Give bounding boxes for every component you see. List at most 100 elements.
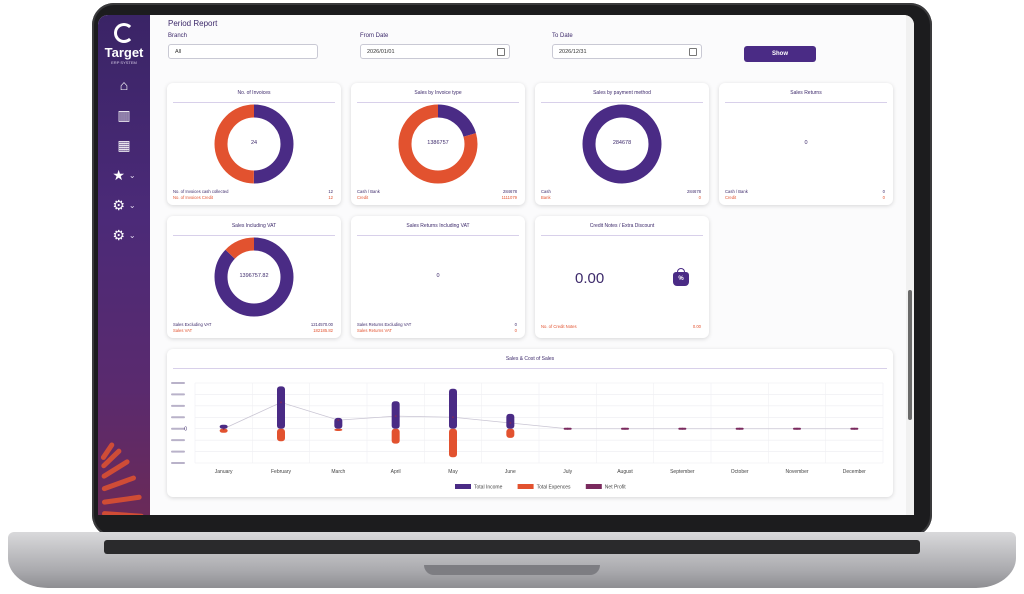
expense-bar[interactable] xyxy=(334,428,343,431)
main-content: Period Report Branch All From Date 2026/… xyxy=(150,15,906,515)
x-tick-label: November xyxy=(785,469,808,475)
net-profit-point[interactable] xyxy=(796,427,798,430)
vertical-scrollbar[interactable] xyxy=(906,15,914,515)
net-profit-point[interactable] xyxy=(337,419,340,422)
to-date-input[interactable]: 2026/12/31 xyxy=(552,44,702,59)
y-tick-label xyxy=(171,416,185,419)
y-tick-label xyxy=(171,404,185,407)
sidebar-item-gear[interactable]: ⚙ ⌄ xyxy=(98,193,150,217)
from-date-input[interactable]: 2026/01/01 xyxy=(360,44,510,59)
net-profit-line xyxy=(223,402,855,430)
net-profit-point[interactable] xyxy=(853,427,856,430)
expense-bar[interactable] xyxy=(506,428,515,438)
x-tick-label: October xyxy=(731,469,749,475)
legend-label[interactable]: Total Expences xyxy=(537,485,571,491)
card-sales-vat: Sales Including VAT 1396757.82 Sales Exc… xyxy=(167,216,341,338)
gear-icon: ⚙ xyxy=(112,196,125,213)
net-profit-point[interactable] xyxy=(452,416,454,419)
legend-row: Cash / Bank 0 xyxy=(725,189,885,194)
x-tick-label: August xyxy=(617,469,633,475)
sidebar-item-dashboard[interactable]: ▦ xyxy=(98,133,150,157)
card-sales-cost-chart: Sales & Cost of Sales 0 January February Ma… xyxy=(167,349,893,497)
legend-swatch xyxy=(517,484,534,489)
expense-bar[interactable] xyxy=(219,428,228,433)
income-bar[interactable] xyxy=(449,388,457,429)
branch-select[interactable]: All xyxy=(168,44,318,59)
x-tick-label: March xyxy=(331,469,345,475)
card-title: Sales Including VAT xyxy=(231,223,277,229)
x-tick-label: May xyxy=(448,469,458,475)
card-invoice-type: Sales by Invoice type 1386757 Cash / Ban… xyxy=(351,83,525,205)
expense-bar[interactable] xyxy=(449,428,457,458)
payment-donut xyxy=(582,104,662,184)
legend-label: Sales VAT xyxy=(173,328,193,333)
legend-row: Sales Excluding VAT 1214570.00 xyxy=(173,322,333,327)
x-tick-label: July xyxy=(563,469,572,475)
net-profit-point[interactable] xyxy=(738,427,741,430)
donut-slice xyxy=(214,104,294,184)
scrollbar-thumb[interactable] xyxy=(908,290,912,420)
donut-center-value: 1386757 xyxy=(427,140,449,146)
net-profit-point[interactable] xyxy=(681,427,684,430)
net-profit-point[interactable] xyxy=(280,401,282,404)
y-zero-label: 0 xyxy=(184,427,187,433)
discount-bag-icon: % xyxy=(673,268,689,286)
calendar-icon[interactable] xyxy=(497,48,505,56)
income-bar[interactable] xyxy=(277,386,285,429)
legend-row: No. of Invoices cash collected 12 xyxy=(173,189,333,194)
laptop-keyboard xyxy=(104,540,920,554)
credit-notes-value: 0.00 xyxy=(575,270,605,287)
donut-center-value: 1396757.82 xyxy=(239,273,269,279)
legend-label[interactable]: Total Income xyxy=(474,485,503,491)
legend-row: Sales Returns VAT 0 xyxy=(357,328,517,333)
expense-bar[interactable] xyxy=(277,428,285,442)
income-bar[interactable] xyxy=(391,401,400,429)
star-icon: ★ xyxy=(112,166,125,183)
x-tick-label: April xyxy=(391,469,401,475)
income-bar[interactable] xyxy=(219,424,228,429)
center-value: 0 xyxy=(804,140,808,146)
home-icon: ⌂ xyxy=(119,77,129,93)
income-bar[interactable] xyxy=(334,417,343,429)
legend-value: 0 xyxy=(514,322,517,327)
sidebar-item-gears[interactable]: ⚙ ⌄ xyxy=(98,223,150,247)
y-tick-label xyxy=(171,393,185,396)
net-profit-point[interactable] xyxy=(624,427,626,430)
sidebar-item-home[interactable]: ⌂ xyxy=(98,73,150,97)
chevron-down-icon: ⌄ xyxy=(128,200,136,210)
card-title: No. of Invoices xyxy=(237,90,271,96)
donut-slice xyxy=(582,104,662,184)
sidebar-item-star[interactable]: ★ ⌄ xyxy=(98,163,150,187)
y-tick-label xyxy=(171,382,185,384)
calendar-icon[interactable] xyxy=(689,48,697,56)
legend-label: Sales Returns Excluding VAT xyxy=(357,322,412,327)
legend-label: Cash xyxy=(541,189,551,194)
legend-label: No. of Invoices Credit xyxy=(173,195,214,200)
legend-value: 0 xyxy=(882,195,885,200)
y-tick-label xyxy=(171,427,185,430)
card-title: Sales Returns xyxy=(790,90,822,96)
net-profit-point[interactable] xyxy=(222,427,225,430)
screen: Target ERP SYSTEM ⌂ ▥ ▦ ★ ⌄ ⚙ ⌄ ⚙ ⌄ Period Repor… xyxy=(98,15,914,515)
x-tick-label: September xyxy=(670,469,695,475)
net-profit-point[interactable] xyxy=(394,415,397,418)
legend-value: 284678 xyxy=(687,189,701,194)
legend-row: Credit 0 xyxy=(725,195,885,200)
page-title: Period Report xyxy=(168,19,218,28)
legend-label[interactable]: Net Profit xyxy=(605,485,626,491)
branch-value: All xyxy=(175,49,182,55)
card-invoices: No. of Invoices 24 No. of Invoices cash … xyxy=(167,83,341,205)
donut-center-value: 284678 xyxy=(612,140,632,146)
sidebar: Target ERP SYSTEM ⌂ ▥ ▦ ★ ⌄ ⚙ ⌄ ⚙ ⌄ xyxy=(98,15,150,515)
net-profit-point[interactable] xyxy=(509,422,512,424)
card-sales-returns: Sales Returns 0 Cash / Bank 0 Credit 0 xyxy=(719,83,893,205)
sidebar-item-bar-chart[interactable]: ▥ xyxy=(98,103,150,127)
expense-bar[interactable] xyxy=(391,428,400,444)
net-profit-point[interactable] xyxy=(566,427,569,430)
dashboard-icon: ▦ xyxy=(117,136,131,153)
show-button[interactable]: Show xyxy=(744,46,816,62)
income-bar[interactable] xyxy=(506,413,515,429)
legend-label: Sales Excluding VAT xyxy=(173,322,212,327)
card-title: Sales Returns Including VAT xyxy=(406,223,470,229)
